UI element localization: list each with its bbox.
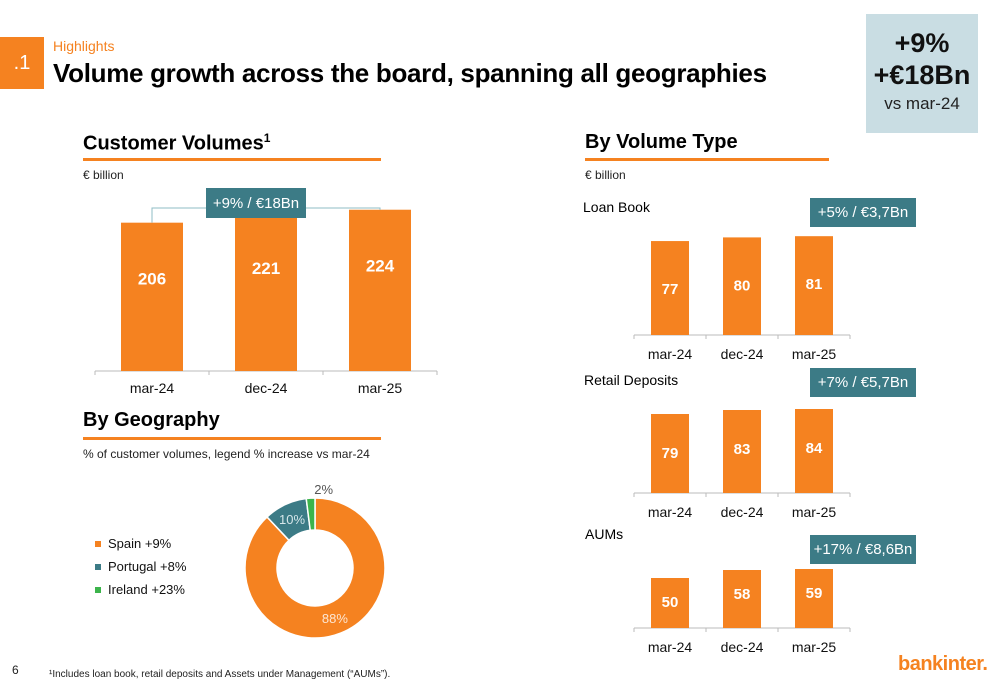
kpi-comparison: vs mar-24 <box>884 94 960 113</box>
x-tick-label: mar-24 <box>648 346 693 362</box>
geography-donut-chart: 88% 10% 2% <box>244 482 386 639</box>
bar-value-label: 81 <box>806 276 823 293</box>
customer-volumes-chart: 206 mar-24 221 dec-24 224 mar-25 <box>94 207 438 396</box>
x-tick-label: mar-24 <box>648 504 693 520</box>
bar-value-label: 79 <box>662 445 679 462</box>
legend-marker-spain <box>95 540 101 547</box>
bar-value-label: 59 <box>806 585 823 602</box>
bar-mar-24 <box>651 414 689 493</box>
section-number: .1 <box>13 51 31 74</box>
loan-book-label: Loan Book <box>583 199 650 215</box>
page-title: Volume growth across the board, spanning… <box>53 58 767 88</box>
geography-legend: Spain +9% Portugal +8% Ireland +23% <box>95 532 186 601</box>
x-tick-label: dec-24 <box>245 380 288 396</box>
aums-label: AUMs <box>585 526 624 542</box>
x-tick-label: dec-24 <box>721 504 764 520</box>
by-volume-type-title: By Volume Type <box>585 131 738 153</box>
x-tick-label: dec-24 <box>721 639 764 655</box>
bar-dec-24 <box>723 237 761 335</box>
by-geography-title: By Geography <box>83 409 220 431</box>
customer-volumes-unit: € billion <box>83 168 124 182</box>
bar-value-label: 206 <box>138 270 166 289</box>
legend-marker-ireland <box>95 586 101 593</box>
legend-item-ireland: Ireland +23% <box>95 578 186 601</box>
bar-value-label: 84 <box>806 440 823 457</box>
bar-mar-25 <box>349 209 411 371</box>
x-tick-label: mar-24 <box>130 380 175 396</box>
customer-volumes-title-text: Customer Volumes <box>83 132 264 155</box>
section-number-tab: .1 <box>0 37 44 89</box>
donut-label-spain: 88% <box>322 611 348 626</box>
kpi-growth-percent: +9% <box>894 28 950 58</box>
legend-label-portugal: Portugal +8% <box>108 559 187 574</box>
customer-volumes-title: Customer Volumes1 <box>83 131 270 156</box>
page-number: 6 <box>12 663 19 677</box>
donut-label-portugal: 10% <box>279 512 305 527</box>
legend-label-ireland: Ireland +23% <box>108 582 185 597</box>
legend-item-portugal: Portugal +8% <box>95 555 186 578</box>
retail-deposits-label: Retail Deposits <box>584 372 679 388</box>
retail-deposits-chart: 79 mar-24 83 dec-24 84 mar-25 <box>633 409 851 520</box>
x-tick-label: mar-24 <box>648 639 693 655</box>
bankinter-logo: bankinter. <box>898 653 988 675</box>
bar-dec-24 <box>723 570 761 628</box>
by-volume-type-rule <box>585 158 829 161</box>
bar-value-label: 50 <box>662 594 679 611</box>
bar-mar-25 <box>795 409 833 493</box>
kpi-growth-amount: +€18Bn <box>873 60 971 90</box>
bar-value-label: 83 <box>734 441 751 458</box>
bar-dec-24 <box>235 211 297 371</box>
customer-volumes-growth-badge: +9% / €18Bn <box>206 188 306 218</box>
loan-book-chart: 77 mar-24 80 dec-24 81 mar-25 <box>633 236 851 362</box>
footnote: ¹Includes loan book, retail deposits and… <box>49 669 391 680</box>
bar-mar-25 <box>795 569 833 628</box>
aums-chart: 50 mar-24 58 dec-24 59 mar-25 <box>633 569 851 655</box>
donut-slice-ireland <box>305 497 316 532</box>
bar-value-label: 58 <box>734 586 751 603</box>
bar-mar-25 <box>795 236 833 335</box>
x-tick-label: mar-25 <box>792 504 837 520</box>
x-tick-label: mar-25 <box>792 346 837 362</box>
legend-item-spain: Spain +9% <box>95 532 186 555</box>
legend-label-spain: Spain +9% <box>108 536 172 551</box>
customer-volumes-footnote-mark: 1 <box>263 131 271 145</box>
bar-value-label: 224 <box>366 257 395 276</box>
by-geography-subtitle: % of customer volumes, legend % increase… <box>83 447 370 461</box>
x-tick-label: dec-24 <box>721 346 764 362</box>
retail-deposits-growth-badge: +7% / €5,7Bn <box>810 368 916 397</box>
kpi-summary-box: +9% +€18Bn vs mar-24 <box>866 14 978 133</box>
bar-value-label: 80 <box>734 277 751 294</box>
page-kicker: Highlights <box>53 38 115 54</box>
by-volume-type-unit: € billion <box>585 168 626 182</box>
bar-dec-24 <box>723 410 761 493</box>
x-tick-label: mar-25 <box>358 380 403 396</box>
by-geography-rule <box>83 437 381 440</box>
bar-mar-24 <box>651 241 689 335</box>
loan-book-growth-badge: +5% / €3,7Bn <box>810 198 916 227</box>
bar-mar-24 <box>651 578 689 628</box>
donut-slice-spain <box>244 497 386 639</box>
legend-marker-portugal <box>95 563 101 570</box>
customer-volumes-rule <box>83 158 381 161</box>
aums-growth-badge: +17% / €8,6Bn <box>810 535 916 564</box>
bar-mar-24 <box>121 222 183 371</box>
x-tick-label: mar-25 <box>792 639 837 655</box>
bar-value-label: 221 <box>252 259 280 278</box>
donut-label-ireland: 2% <box>314 482 333 497</box>
bar-value-label: 77 <box>662 281 679 298</box>
